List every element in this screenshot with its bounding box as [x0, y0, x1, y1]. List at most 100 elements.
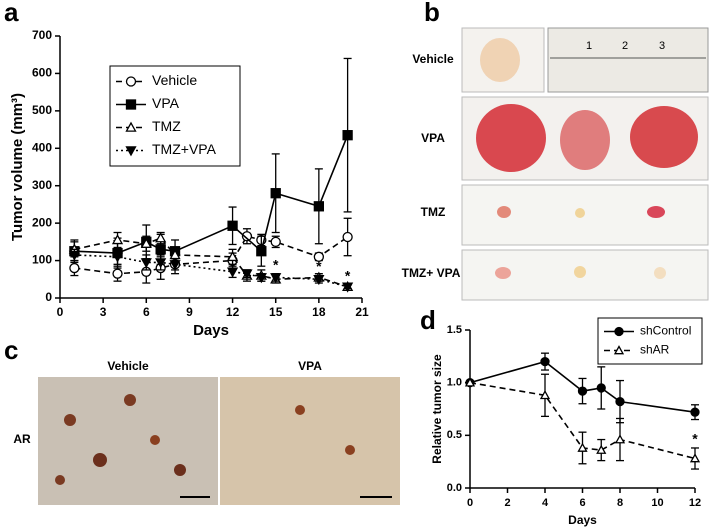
marker	[270, 188, 281, 199]
y-tick-label: 0.5	[447, 429, 462, 441]
series-line	[74, 235, 349, 275]
marker	[125, 76, 137, 87]
marker	[111, 234, 124, 245]
legend-label: TMZ	[152, 118, 181, 134]
x-tick-label: 0	[467, 497, 473, 509]
row-label: TMZ+ VPA	[402, 266, 461, 280]
marker	[690, 407, 700, 417]
legend-label: VPA	[152, 95, 180, 111]
column-label: Vehicle	[107, 359, 149, 373]
series-line	[469, 360, 696, 413]
x-tick-label: 18	[312, 305, 326, 319]
x-tick-label: 0	[57, 305, 64, 319]
marker	[226, 267, 239, 278]
x-tick-label: 15	[269, 305, 283, 319]
series-line	[74, 237, 348, 288]
legend-box	[597, 317, 703, 365]
marker	[125, 99, 137, 110]
row-label: VPA	[421, 131, 445, 145]
marker	[155, 232, 167, 243]
marker	[241, 269, 253, 280]
annotation: *	[345, 268, 351, 284]
y-tick-label: 500	[32, 103, 52, 117]
series-line	[469, 381, 696, 460]
y-axis-label: Tumor volume (mm³)	[9, 93, 26, 241]
marker	[270, 236, 281, 248]
marker	[540, 356, 550, 367]
marker	[155, 244, 166, 255]
ruler-number: 3	[659, 40, 665, 52]
row-label: AR	[13, 432, 31, 446]
x-axis-label: Days	[568, 513, 597, 527]
x-tick-label: 6	[143, 305, 150, 319]
y-tick-label: 300	[32, 178, 52, 192]
marker	[596, 444, 607, 454]
ruler-number: 1	[586, 40, 592, 52]
legend-label: TMZ+VPA	[152, 141, 217, 157]
ruler-number: 2	[622, 40, 628, 52]
marker	[313, 251, 325, 262]
x-tick-label: 6	[579, 497, 585, 509]
x-tick-label: 2	[504, 497, 510, 509]
marker	[68, 250, 80, 261]
y-tick-label: 200	[32, 215, 52, 229]
marker	[539, 389, 551, 400]
marker	[614, 326, 624, 337]
row-label: TMZ	[421, 205, 446, 219]
panel-label: d	[420, 305, 436, 335]
y-axis-label: Relative tumor size	[430, 354, 444, 464]
marker	[140, 258, 152, 269]
y-tick-label: 400	[32, 140, 52, 154]
annotation: *	[316, 258, 322, 274]
marker	[577, 386, 588, 396]
y-tick-label: 1.5	[447, 324, 462, 336]
marker	[464, 377, 476, 387]
y-tick-label: 0.0	[447, 482, 462, 494]
photo-panel-b	[461, 27, 709, 301]
marker	[125, 121, 137, 132]
marker	[689, 453, 701, 463]
panel-label: c	[4, 335, 18, 365]
marker	[270, 273, 282, 284]
marker	[169, 260, 181, 271]
legend-label: shControl	[640, 324, 691, 338]
x-tick-label: 21	[355, 305, 369, 319]
marker	[112, 268, 123, 279]
x-tick-label: 12	[226, 305, 240, 319]
marker	[342, 130, 353, 141]
marker	[596, 383, 606, 393]
marker	[69, 262, 80, 274]
marker	[313, 275, 325, 286]
x-axis-label: Days	[193, 322, 229, 339]
marker	[111, 252, 124, 263]
series-line	[74, 134, 349, 254]
marker	[577, 442, 588, 452]
row-label: Vehicle	[412, 52, 454, 66]
annotation: *	[692, 431, 698, 447]
marker	[342, 231, 353, 243]
marker	[227, 220, 238, 231]
marker	[226, 250, 239, 262]
y-tick-label: 0	[45, 290, 52, 304]
x-tick-label: 10	[651, 497, 663, 509]
marker	[613, 345, 625, 355]
marker	[155, 258, 167, 269]
marker	[256, 246, 267, 257]
marker	[125, 146, 137, 157]
y-tick-label: 100	[32, 253, 52, 267]
legend-label: shAR	[640, 343, 670, 357]
annotation: *	[273, 256, 279, 272]
marker	[614, 434, 626, 444]
y-tick-label: 600	[32, 66, 52, 80]
panel-label: b	[424, 0, 440, 27]
photo-panel-c	[38, 377, 400, 505]
marker	[255, 273, 267, 284]
legend-label: Vehicle	[152, 72, 197, 88]
x-tick-label: 4	[542, 497, 549, 509]
x-tick-label: 3	[100, 305, 107, 319]
x-tick-label: 9	[186, 305, 193, 319]
marker	[241, 231, 253, 242]
panel-label: a	[4, 0, 19, 27]
marker	[140, 237, 152, 248]
